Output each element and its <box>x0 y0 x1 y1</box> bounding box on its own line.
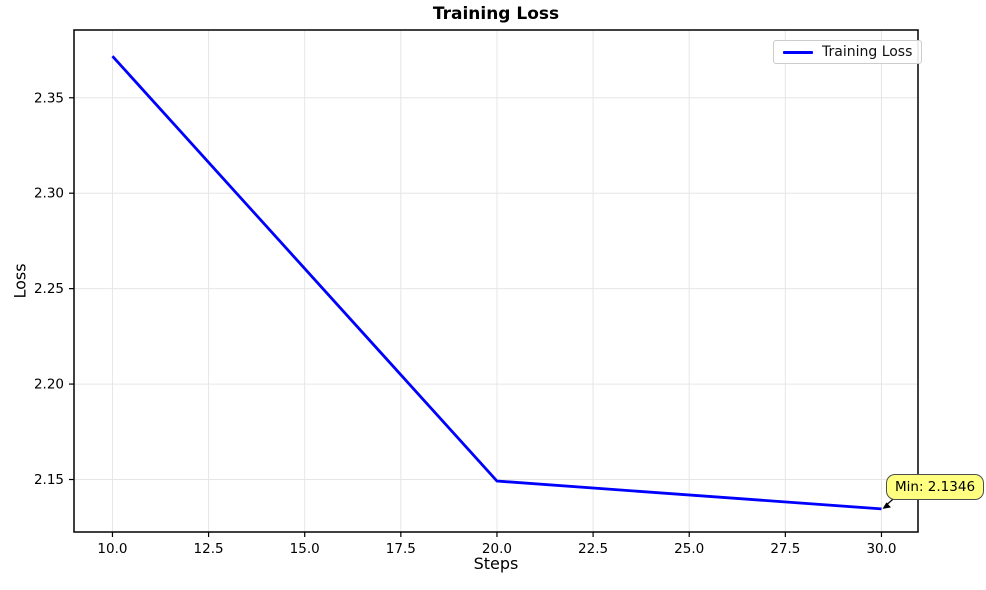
y-tick-label: 2.20 <box>34 377 64 393</box>
y-tick-label: 2.25 <box>34 281 64 297</box>
axes-frame <box>73 29 919 533</box>
x-tick-label: 25.0 <box>674 541 704 557</box>
x-tick-label: 12.5 <box>194 541 224 557</box>
x-tick-label: 17.5 <box>386 541 416 557</box>
x-axis-label: Steps <box>473 554 519 573</box>
legend: Training Loss <box>773 40 923 64</box>
y-tick-label: 2.15 <box>34 472 64 488</box>
x-tick-label: 30.0 <box>866 541 896 557</box>
legend-line-swatch <box>783 50 813 54</box>
training-loss-line <box>111 55 882 511</box>
x-tick-label: 22.5 <box>578 541 608 557</box>
chart-title: Training Loss <box>432 4 560 24</box>
y-axis-label: Loss <box>10 263 30 299</box>
x-tick-label: 27.5 <box>770 541 800 557</box>
annotation-arrow-head <box>882 502 891 509</box>
x-tick-label: 20.0 <box>482 541 512 557</box>
legend-label: Training Loss <box>822 44 913 60</box>
min-annotation: Min: 2.1346 <box>886 474 985 500</box>
x-tick-label: 15.0 <box>290 541 320 557</box>
y-tick-label: 2.30 <box>34 186 64 202</box>
x-tick-label: 10.0 <box>97 541 127 557</box>
y-tick-label: 2.35 <box>34 90 64 106</box>
